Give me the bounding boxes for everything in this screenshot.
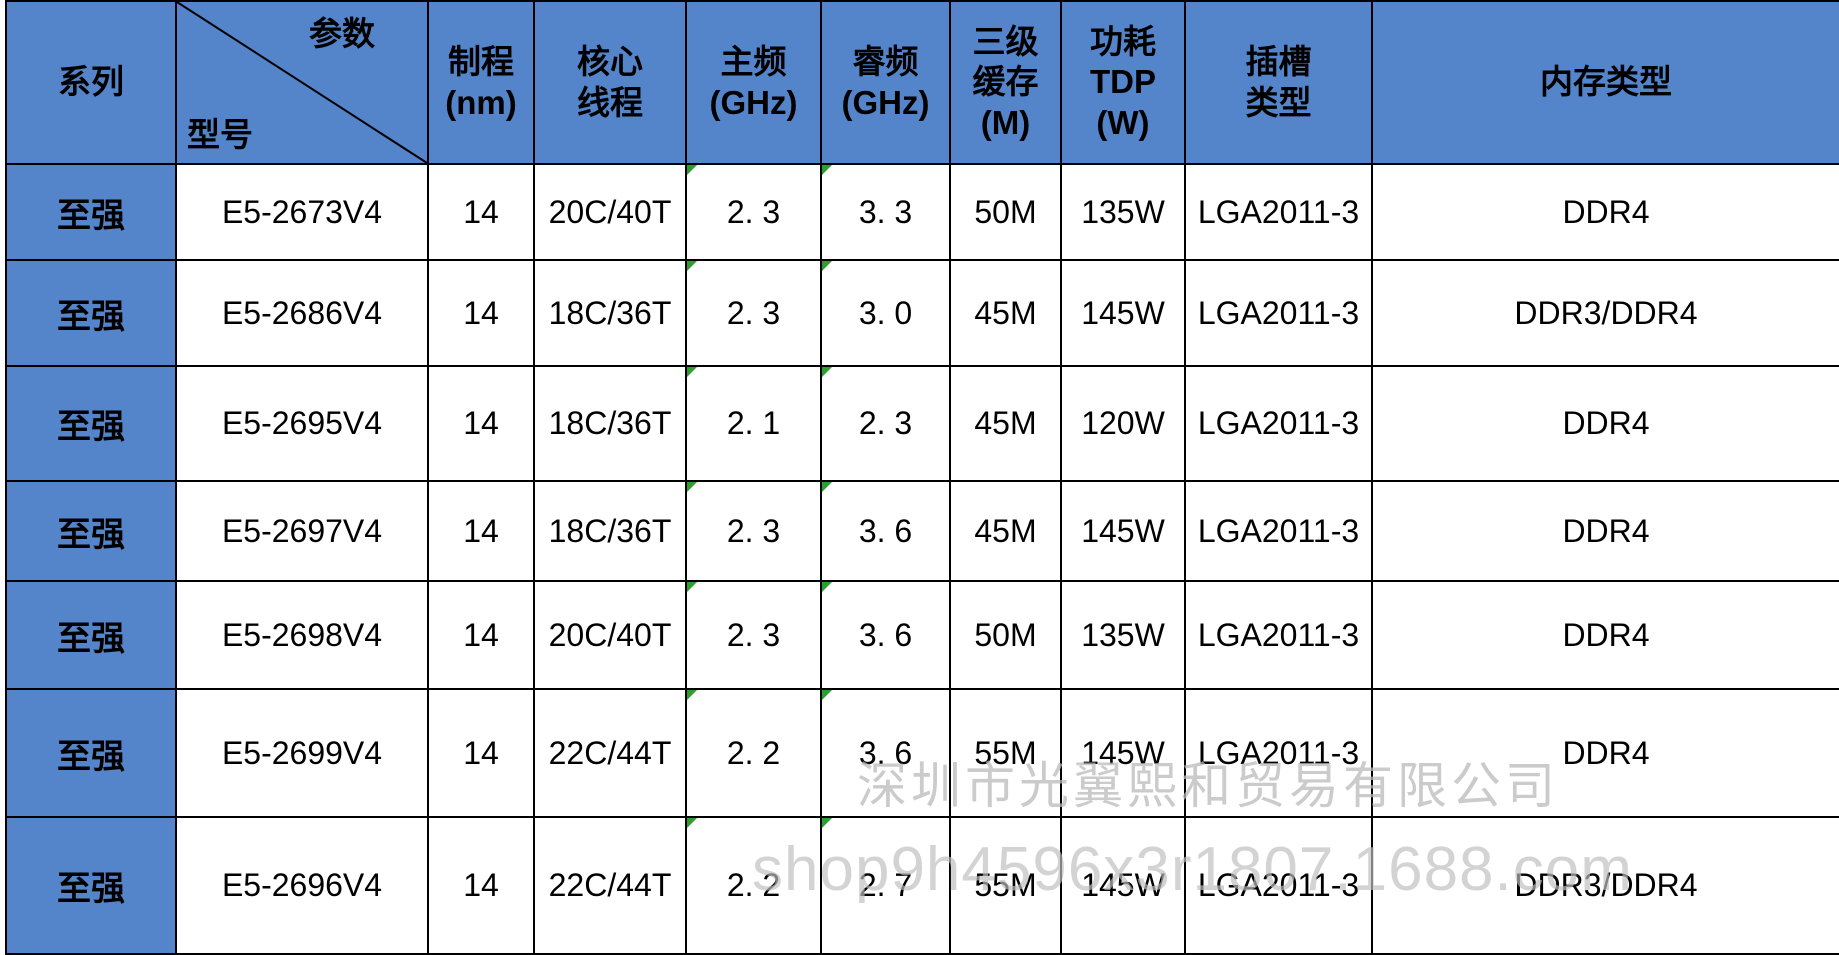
base-freq-cell: 2. 3: [685, 580, 822, 690]
base-freq-cell: 2. 1: [685, 365, 822, 482]
memory-cell: DDR4: [1371, 688, 1839, 818]
table-row: 至强 E5-2673V4 14 20C/40T 2. 3 3. 3 50M 13…: [5, 163, 1839, 261]
socket-cell: LGA2011-3: [1184, 480, 1373, 582]
socket-cell: LGA2011-3: [1184, 163, 1373, 261]
header-model-label: 型号: [187, 115, 253, 153]
base-freq-cell: 2. 3: [685, 480, 822, 582]
socket-cell: LGA2011-3: [1184, 259, 1373, 367]
tdp-cell: 120W: [1060, 365, 1186, 482]
series-cell: 至强: [5, 816, 177, 955]
memory-cell: DDR4: [1371, 163, 1839, 261]
turbo-freq-cell: 2. 7: [820, 816, 951, 955]
model-cell: E5-2698V4: [175, 580, 429, 690]
series-cell: 至强: [5, 259, 177, 367]
cache-cell: 55M: [949, 688, 1062, 818]
cores-cell: 18C/36T: [533, 259, 687, 367]
turbo-freq-cell: 3. 6: [820, 580, 951, 690]
header-param-label: 参数: [309, 15, 375, 52]
tdp-cell: 145W: [1060, 259, 1186, 367]
process-cell: 14: [427, 816, 535, 955]
turbo-freq-cell: 3. 6: [820, 480, 951, 582]
tdp-cell: 145W: [1060, 688, 1186, 818]
series-cell: 至强: [5, 163, 177, 261]
model-cell: E5-2695V4: [175, 365, 429, 482]
cache-cell: 45M: [949, 365, 1062, 482]
process-cell: 14: [427, 480, 535, 582]
cache-cell: 50M: [949, 580, 1062, 690]
memory-cell: DDR4: [1371, 365, 1839, 482]
turbo-freq-cell: 2. 3: [820, 365, 951, 482]
series-cell: 至强: [5, 480, 177, 582]
tdp-cell: 135W: [1060, 580, 1186, 690]
table-row: 至强 E5-2698V4 14 20C/40T 2. 3 3. 6 50M 13…: [5, 580, 1839, 690]
process-cell: 14: [427, 688, 535, 818]
header-memory: 内存类型: [1371, 0, 1839, 165]
base-freq-cell: 2. 2: [685, 688, 822, 818]
memory-cell: DDR3/DDR4: [1371, 259, 1839, 367]
base-freq-cell: 2. 3: [685, 259, 822, 367]
header-row: 系列 参数 型号 制程 (nm) 核心 线程 主频 (GHz) 睿频 (GHz)…: [5, 0, 1839, 165]
header-tdp: 功耗 TDP (W): [1060, 0, 1186, 165]
base-freq-cell: 2. 2: [685, 816, 822, 955]
cache-cell: 45M: [949, 480, 1062, 582]
header-diagonal-cell: 参数 型号: [175, 0, 429, 165]
model-cell: E5-2673V4: [175, 163, 429, 261]
socket-cell: LGA2011-3: [1184, 688, 1373, 818]
process-cell: 14: [427, 259, 535, 367]
header-series: 系列: [5, 0, 177, 165]
header-process: 制程 (nm): [427, 0, 535, 165]
process-cell: 14: [427, 163, 535, 261]
memory-cell: DDR4: [1371, 480, 1839, 582]
cores-cell: 20C/40T: [533, 580, 687, 690]
model-cell: E5-2697V4: [175, 480, 429, 582]
header-base-freq: 主频 (GHz): [685, 0, 822, 165]
tdp-cell: 145W: [1060, 816, 1186, 955]
turbo-freq-cell: 3. 6: [820, 688, 951, 818]
cores-cell: 22C/44T: [533, 816, 687, 955]
diagonal-line: [177, 2, 427, 163]
header-socket: 插槽 类型: [1184, 0, 1373, 165]
cache-cell: 45M: [949, 259, 1062, 367]
cache-cell: 50M: [949, 163, 1062, 261]
cache-cell: 55M: [949, 816, 1062, 955]
model-cell: E5-2699V4: [175, 688, 429, 818]
series-cell: 至强: [5, 580, 177, 690]
series-cell: 至强: [5, 365, 177, 482]
socket-cell: LGA2011-3: [1184, 365, 1373, 482]
memory-cell: DDR4: [1371, 580, 1839, 690]
process-cell: 14: [427, 580, 535, 690]
cores-cell: 18C/36T: [533, 365, 687, 482]
cpu-spec-table: 系列 参数 型号 制程 (nm) 核心 线程 主频 (GHz) 睿频 (GHz)…: [5, 0, 1839, 955]
header-cores: 核心 线程: [533, 0, 687, 165]
socket-cell: LGA2011-3: [1184, 580, 1373, 690]
table-row: 至强 E5-2695V4 14 18C/36T 2. 1 2. 3 45M 12…: [5, 365, 1839, 482]
series-cell: 至强: [5, 688, 177, 818]
memory-cell: DDR3/DDR4: [1371, 816, 1839, 955]
table-row: 至强 E5-2699V4 14 22C/44T 2. 2 3. 6 55M 14…: [5, 688, 1839, 818]
turbo-freq-cell: 3. 3: [820, 163, 951, 261]
socket-cell: LGA2011-3: [1184, 816, 1373, 955]
cores-cell: 20C/40T: [533, 163, 687, 261]
table-row: 至强 E5-2686V4 14 18C/36T 2. 3 3. 0 45M 14…: [5, 259, 1839, 367]
base-freq-cell: 2. 3: [685, 163, 822, 261]
turbo-freq-cell: 3. 0: [820, 259, 951, 367]
header-cache: 三级 缓存 (M): [949, 0, 1062, 165]
tdp-cell: 145W: [1060, 480, 1186, 582]
table-row: 至强 E5-2696V4 14 22C/44T 2. 2 2. 7 55M 14…: [5, 816, 1839, 955]
process-cell: 14: [427, 365, 535, 482]
model-cell: E5-2686V4: [175, 259, 429, 367]
cores-cell: 18C/36T: [533, 480, 687, 582]
tdp-cell: 135W: [1060, 163, 1186, 261]
cores-cell: 22C/44T: [533, 688, 687, 818]
model-cell: E5-2696V4: [175, 816, 429, 955]
header-turbo-freq: 睿频 (GHz): [820, 0, 951, 165]
table-row: 至强 E5-2697V4 14 18C/36T 2. 3 3. 6 45M 14…: [5, 480, 1839, 582]
